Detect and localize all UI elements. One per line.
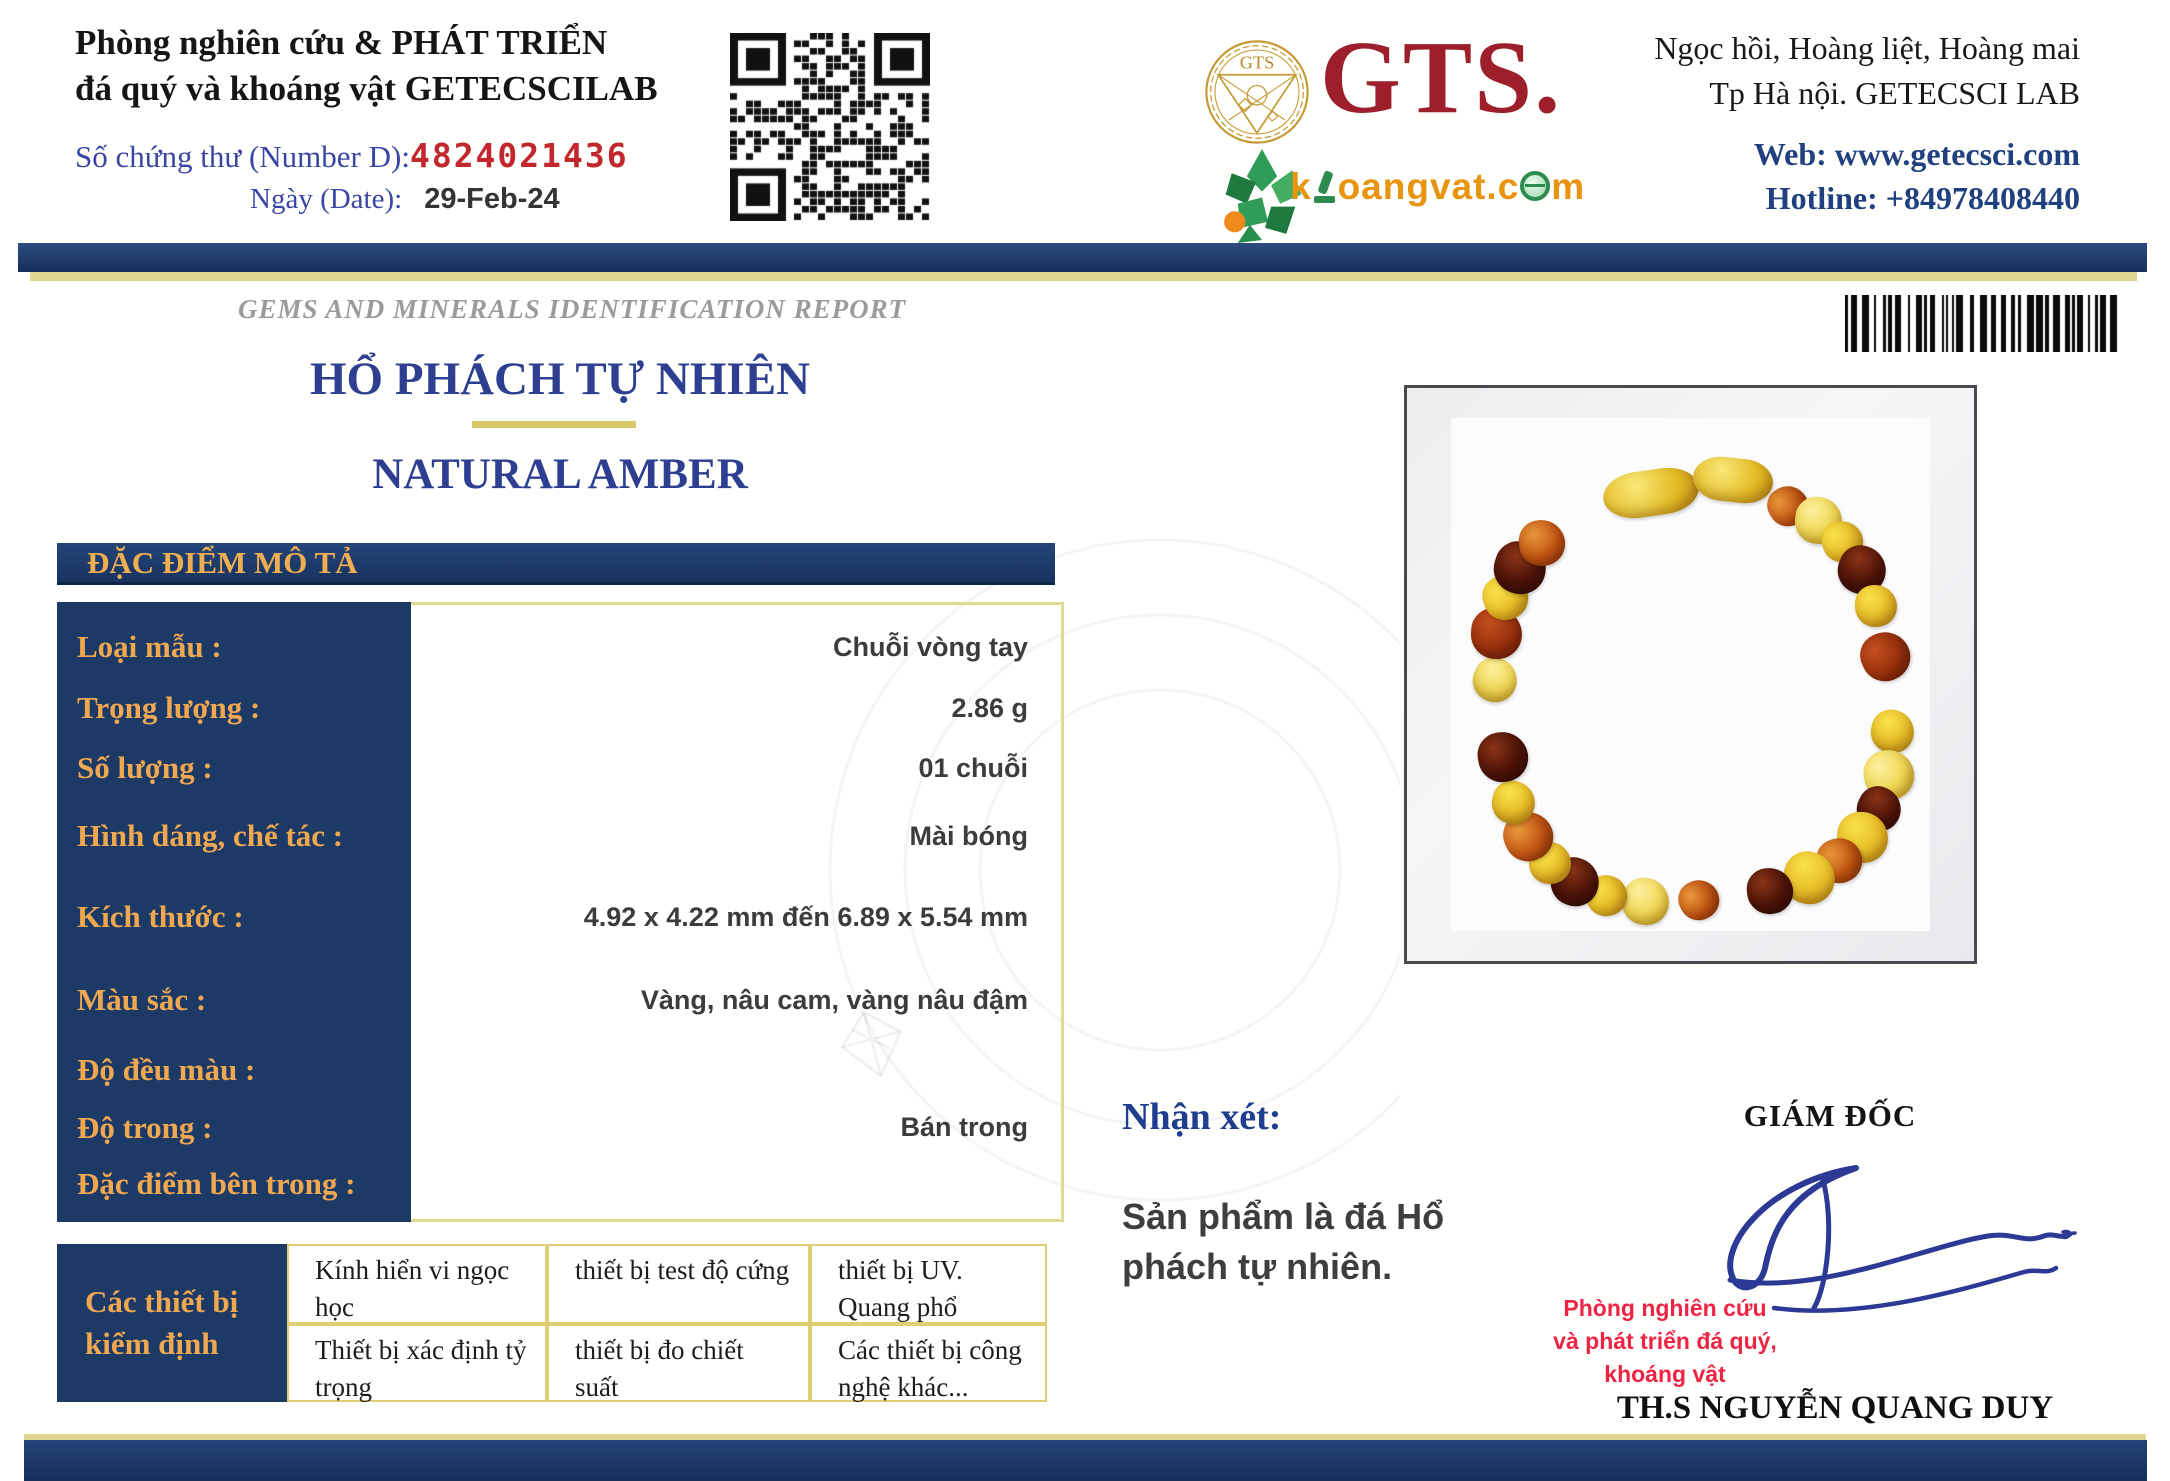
gts-seal-text: GTS — [1240, 52, 1275, 72]
clasp-bead — [1690, 453, 1776, 507]
date-value: 29-Feb-24 — [424, 183, 560, 215]
spec-label: Màu sắc : — [77, 982, 207, 1017]
stamp-line3: khoáng vật — [1604, 1361, 1726, 1387]
date-label: Ngày (Date): — [250, 183, 403, 215]
equipment-cell: Kính hiển vi ngọc học — [287, 1244, 547, 1324]
top-gold-strip — [30, 272, 2137, 281]
spec-label: Độ trong : — [77, 1109, 213, 1145]
bottom-separator-bar — [24, 1440, 2147, 1481]
lab-title-line2: đá quý và khoáng vật GETECSCILAB — [75, 69, 658, 108]
director-name: TH.S NGUYỄN QUANG DUY — [1616, 1390, 2054, 1426]
amber-bead — [1474, 728, 1532, 786]
bottom-gold-strip — [24, 1434, 2146, 1440]
amber-bead — [1465, 650, 1525, 710]
qr-code — [730, 33, 930, 221]
director-title: GIÁM ĐỐC — [1743, 1098, 1917, 1133]
amber-bead — [1618, 874, 1673, 929]
address-block: Ngọc hồi, Hoàng liệt, Hoàng mai Tp Hà nộ… — [1580, 26, 2080, 116]
website: Web: www.getecsci.com — [1753, 136, 2080, 172]
certificate-number-row: Số chứng thư (Number D):4824021436 — [75, 136, 629, 175]
equipment-table-header: Các thiết bị kiểm định — [57, 1244, 287, 1402]
director-signature — [1727, 1165, 2077, 1313]
spec-label: Độ đều màu : — [77, 1052, 256, 1087]
gts-wordmark: GTS. — [1320, 20, 1563, 135]
date-row: Ngày (Date): 29-Feb-24 — [250, 183, 560, 216]
spec-row: Trọng lượng : 2.86 g — [57, 678, 1064, 738]
equipment-table: Các thiết bị kiểm định Kính hiển vi ngọc… — [57, 1244, 1047, 1402]
equipment-cell: thiết bị đo chiết suất — [547, 1324, 810, 1402]
spec-row: Đặc điểm bên trong : — [57, 1155, 1064, 1213]
equipment-cell: thiết bị test độ cứng — [547, 1244, 810, 1324]
watermark — [828, 538, 1400, 1202]
amber-bead — [1671, 872, 1727, 928]
amber-bead — [1852, 623, 1919, 690]
globe-icon — [1520, 171, 1551, 201]
report-type-title: GEMS AND MINERALS IDENTIFICATION REPORT — [238, 294, 907, 324]
sample-photo — [1404, 385, 1977, 964]
spec-row: Hình dáng, chế tác : Mài bóng — [57, 798, 1064, 874]
spec-label: Hình dáng, chế tác : — [77, 818, 344, 853]
spec-value: 4.92 x 4.22 mm đến 6.89 x 5.54 mm — [583, 901, 1028, 932]
spec-row: Loại mẫu : Chuỗi vòng tay — [57, 616, 1064, 678]
report-title-vietnamese: HỔ PHÁCH TỰ NHIÊN — [309, 353, 811, 405]
stamp-line1: Phòng nghiên cứu — [1563, 1295, 1767, 1321]
spec-label: Kích thước : — [77, 899, 244, 934]
remark-text: Sản phẩm là đá Hổ phách tự nhiên. — [1122, 1196, 1445, 1287]
barcode — [1845, 295, 2120, 352]
section-header-description: ĐẶC ĐIỂM MÔ TẢ — [57, 543, 1055, 585]
address-line2: Tp Hà nội. GETECSCI LAB — [1709, 75, 2080, 111]
contact-block: Web: www.getecsci.com Hotline: +84978408… — [1580, 132, 2080, 220]
spec-value: Chuỗi vòng tay — [833, 631, 1028, 662]
certificate-number-label: Số chứng thư (Number D): — [75, 139, 410, 174]
top-separator-bar — [18, 243, 2147, 272]
spec-label: Trọng lượng : — [77, 690, 261, 725]
hotline: Hotline: +84978408440 — [1765, 180, 2080, 216]
spec-row: Độ đều màu : — [57, 1040, 1064, 1100]
amber-bracelet — [1407, 388, 1974, 961]
amber-bead — [1854, 584, 1898, 628]
khoangvat-leaf-logo — [1224, 149, 1302, 243]
lab-title-line1: Phòng nghiên cứu & PHÁT TRIỂN — [75, 23, 608, 62]
khoangvat-wordmark: k oangvat.c m — [1290, 166, 1586, 207]
remark-label: Nhận xét: — [1122, 1096, 1282, 1138]
address-line1: Ngọc hồi, Hoàng liệt, Hoàng mai — [1654, 30, 2080, 66]
microscope-icon — [1313, 171, 1336, 203]
spec-row: Kích thước : 4.92 x 4.22 mm đến 6.89 x 5.… — [57, 874, 1064, 960]
title-underline — [472, 421, 636, 428]
lab-title: Phòng nghiên cứu & PHÁT TRIỂN đá quý và … — [75, 20, 658, 112]
spec-value: Mài bóng — [909, 820, 1028, 851]
department-stamp-text: Phòng nghiên cứu và phát triển đá quý, k… — [1545, 1292, 1785, 1391]
spec-value: 01 chuỗi — [918, 752, 1028, 783]
description-rows: Loại mẫu : Chuỗi vòng tay Trọng lượng : 2.8… — [57, 602, 1064, 1213]
description-value-area — [411, 602, 1064, 1222]
equipment-cell: Các thiết bị công nghệ khác... — [810, 1324, 1047, 1402]
gts-seal-logo: GTS — [1205, 40, 1309, 144]
equipment-cell: thiết bị UV. Quang phổ — [810, 1244, 1047, 1324]
spec-value: Bán trong — [900, 1112, 1029, 1142]
spec-label: Đặc điểm bên trong : — [77, 1166, 356, 1201]
description-label-column — [57, 602, 411, 1222]
spec-row: Độ trong : Bán trong — [57, 1100, 1064, 1155]
certificate-number-value: 4824021436 — [409, 136, 629, 175]
spec-value: 2.86 g — [951, 692, 1028, 723]
spec-row: Màu sắc : Vàng, nâu cam, vàng nâu đậm — [57, 960, 1064, 1040]
spec-label: Loại mẫu : — [77, 629, 222, 664]
equipment-cell: Thiết bị xác định tỷ trọng — [287, 1324, 547, 1402]
clasp-bead — [1600, 463, 1702, 523]
report-title-english: NATURAL AMBER — [372, 451, 748, 498]
spec-row: Số lượng : 01 chuỗi — [57, 738, 1064, 798]
spec-label: Số lượng : — [77, 750, 213, 785]
stamp-line2: và phát triển đá quý, — [1553, 1328, 1777, 1354]
description-table: Loại mẫu : Chuỗi vòng tay Trọng lượng : 2.8… — [57, 602, 1064, 1222]
spec-value: Vàng, nâu cam, vàng nâu đậm — [640, 984, 1028, 1015]
